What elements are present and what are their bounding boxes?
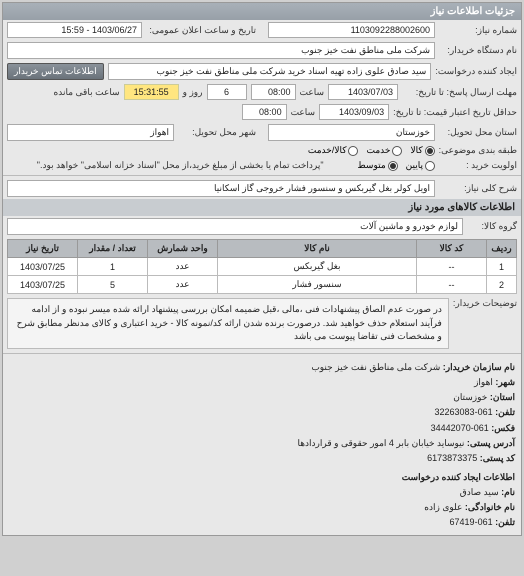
radio-goods[interactable]: کالا [410,145,434,156]
footer-family-label: نام خانوادگی: [465,502,515,512]
keyword-label: شرح کلی نیاز: [439,183,517,194]
footer-city: اهواز [474,377,493,387]
footer-province-label: استان: [490,392,515,402]
table-header: تاریخ نیاز [8,240,78,258]
subject-group-label: طبقه بندی موضوعی: [439,145,517,156]
footer-postal: 6173873375 [427,453,477,463]
req-no-value: 1103092288002600 [268,22,435,38]
table-header: نام کالا [218,240,417,258]
table-row[interactable]: 1--بغل گیربکسعدد11403/07/25 [8,258,517,276]
remaining-days: 6 [207,84,247,100]
table-header: کد کالا [417,240,487,258]
payment-note: "پرداخت تمام یا بخشی از مبلغ خرید،از محل… [7,160,353,171]
radio-mid[interactable]: متوسط [357,160,397,171]
announce-value: 1403/06/27 - 15:59 [7,22,142,38]
radio-dot-icon [425,146,435,156]
footer-fax: 061-34442070 [431,423,489,433]
table-cell: عدد [148,258,218,276]
deadline-time-label: ساعت [300,87,325,98]
table-cell: -- [417,276,487,294]
table-cell: عدد [148,276,218,294]
table-cell: 1 [78,258,148,276]
remaining-time: 15:31:55 [124,84,179,100]
footer-phone: 061-32263083 [435,407,493,417]
req-no-label: شماره نیاز: [439,25,517,36]
radio-service[interactable]: خدمت [366,145,402,156]
footer-postal-label: کد پستی: [480,453,515,463]
province-label: استان محل تحویل: [439,127,517,138]
contact-buyer-button[interactable]: اطلاعات تماس خریدار [7,63,104,80]
subject-radio-group: کالا خدمت کالا/خدمت [308,145,435,156]
table-cell: سنسور فشار [218,276,417,294]
validity-time-label: ساعت [291,107,316,118]
goods-table: ردیفکد کالانام کالاواحد شمارشتعداد / مقد… [7,239,517,294]
deadline-send-time: 08:00 [251,84,296,100]
radio-dot-icon [348,146,358,156]
footer-address: نیوساید خیابان بابر 4 امور حقوقی و قرارد… [298,438,465,448]
city-value: اهواز [7,124,174,141]
footer-info: نام سازمان خریدار: شرکت ملی مناطق نفت خی… [3,356,521,535]
footer-family: علوی زاده [424,502,462,512]
buyer-device-label: نام دستگاه خریدار: [439,45,517,56]
table-cell: 1 [487,258,517,276]
remaining-days-label: روز و [183,87,203,98]
footer-tel-label: تلفن: [495,517,515,527]
priority-label: اولویت خرید : [439,160,517,171]
panel-title: جزئیات اطلاعات نیاز [3,3,521,20]
details-panel: جزئیات اطلاعات نیاز شماره نیاز: 11030922… [2,2,522,536]
footer-city-label: شهر: [495,377,515,387]
radio-dot-icon [388,161,398,171]
table-header: ردیف [487,240,517,258]
table-cell: -- [417,258,487,276]
org-name-label: نام سازمان خریدار: [443,362,515,372]
city-label: شهر محل تحویل: [178,127,256,138]
table-header: تعداد / مقدار [78,240,148,258]
footer-province: خوزستان [453,392,487,402]
table-cell: 5 [78,276,148,294]
radio-low[interactable]: پایین [406,160,435,171]
table-header: واحد شمارش [148,240,218,258]
group-value: لوازم خودرو و ماشین آلات [7,218,463,235]
table-row[interactable]: 2--سنسور فشارعدد51403/07/25 [8,276,517,294]
org-name: شرکت ملی مناطق نفت خیز جنوب [311,362,440,372]
table-cell: بغل گیربکس [218,258,417,276]
buyer-note-text: در صورت عدم الصاق پیشنهادات فنی ،مالی ،ق… [7,298,449,349]
footer-name: سید صادق [460,487,499,497]
validity-date: 1403/09/03 [319,104,389,120]
province-value: خوزستان [268,124,435,141]
radio-dot-icon [392,146,402,156]
creator-section-title: اطلاعات ایجاد کننده درخواست [9,470,515,485]
goods-section-title: اطلاعات کالاهای مورد نیاز [3,199,521,216]
radio-dot-icon [425,161,435,171]
priority-radio-group: پایین متوسط [357,160,435,171]
deadline-send-label: مهلت ارسال پاسخ: تا تاریخ: [402,87,517,98]
table-cell: 1403/07/25 [8,276,78,294]
footer-fax-label: فکس: [491,423,515,433]
announce-label: تاریخ و ساعت اعلان عمومی: [146,25,256,36]
validity-label: حداقل تاریخ اعتبار قیمت: تا تاریخ: [393,107,517,118]
group-label: گروه کالا: [467,221,517,232]
table-cell: 2 [487,276,517,294]
footer-name-label: نام: [501,487,515,497]
keyword-value: اویل کولر بغل گیربکس و سنسور فشار خروجی … [7,180,435,197]
deadline-send-date: 1403/07/03 [328,84,398,100]
buyer-note-label: توضیحات خریدار: [453,298,517,309]
buyer-device-value: شرکت ملی مناطق نفت خیز جنوب [7,42,435,59]
footer-tel: 061-67419 [450,517,493,527]
footer-phone-label: تلفن: [495,407,515,417]
creator-label: ایجاد کننده درخواست: [435,66,517,77]
footer-address-label: آدرس پستی: [467,438,515,448]
validity-time: 08:00 [242,104,287,120]
remaining-time-label: ساعت باقی مانده [54,87,120,98]
radio-goods-service[interactable]: کالا/خدمت [308,145,359,156]
creator-value: سید صادق علوی زاده تهیه اسناد خرید شرکت … [108,63,432,80]
table-cell: 1403/07/25 [8,258,78,276]
